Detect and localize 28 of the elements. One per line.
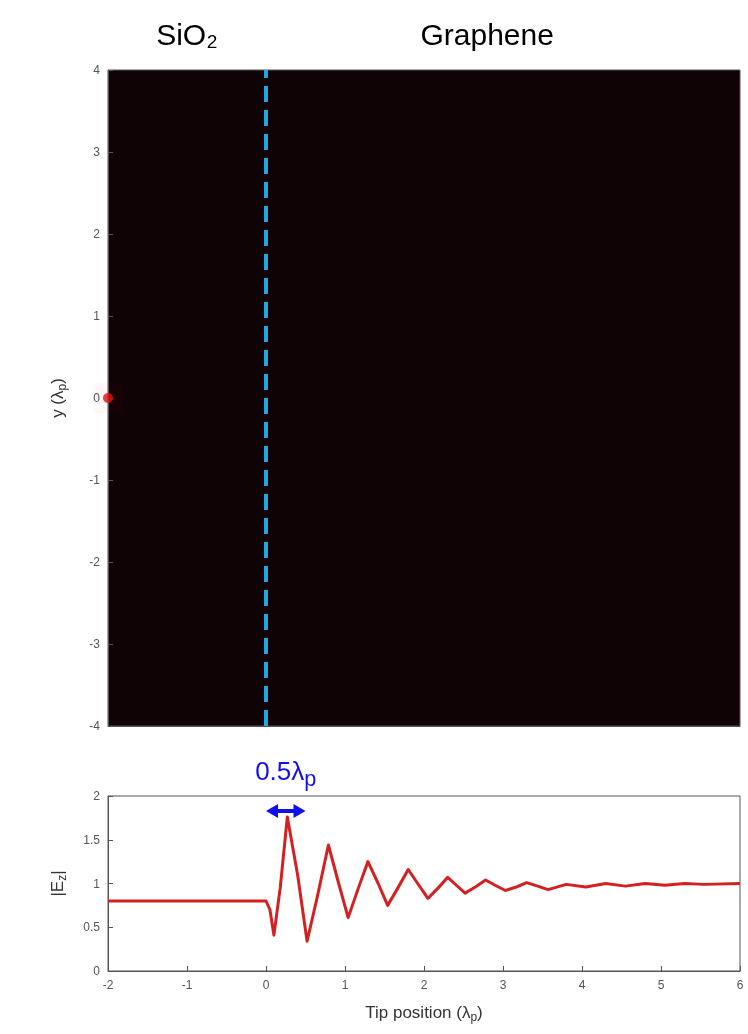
x-tick-label: -1 — [181, 978, 193, 992]
y-tick-label: 0 — [93, 391, 101, 405]
y-tick-label: 0.5 — [83, 920, 101, 935]
y-tick-label: 0 — [93, 964, 101, 978]
y-tick-label: -3 — [89, 637, 101, 651]
y-tick-label: 2 — [93, 789, 101, 803]
y-tick-label: 1.5 — [83, 832, 101, 847]
x-tick-label: 3 — [499, 978, 507, 992]
x-tick-label: 4 — [578, 978, 586, 992]
y-tick-label: -2 — [89, 555, 101, 569]
y-tick-label: 4 — [93, 63, 101, 77]
y-tick-label: -1 — [89, 473, 101, 487]
x-tick-label: 2 — [420, 978, 428, 992]
x-tick-label: -2 — [102, 978, 114, 992]
text: SiO₂ — [155, 18, 219, 52]
line-series — [106, 815, 742, 943]
x-tick-label: 0 — [262, 978, 270, 992]
y-tick-label: 2 — [93, 227, 101, 241]
x-tick-label: 6 — [736, 978, 744, 992]
text: Graphene — [419, 18, 555, 52]
text: 0.5λ$_{p}$ — [254, 756, 318, 793]
y-tick-label: 1 — [93, 876, 101, 891]
x-tick-label: 1 — [341, 978, 349, 992]
y-axis-title: |Ez| — [47, 870, 69, 897]
y-tick-label: 1 — [93, 309, 101, 323]
x-tick-label: 5 — [657, 978, 665, 992]
y-tick-label: 3 — [93, 145, 101, 159]
y-tick-label: -4 — [89, 719, 101, 733]
